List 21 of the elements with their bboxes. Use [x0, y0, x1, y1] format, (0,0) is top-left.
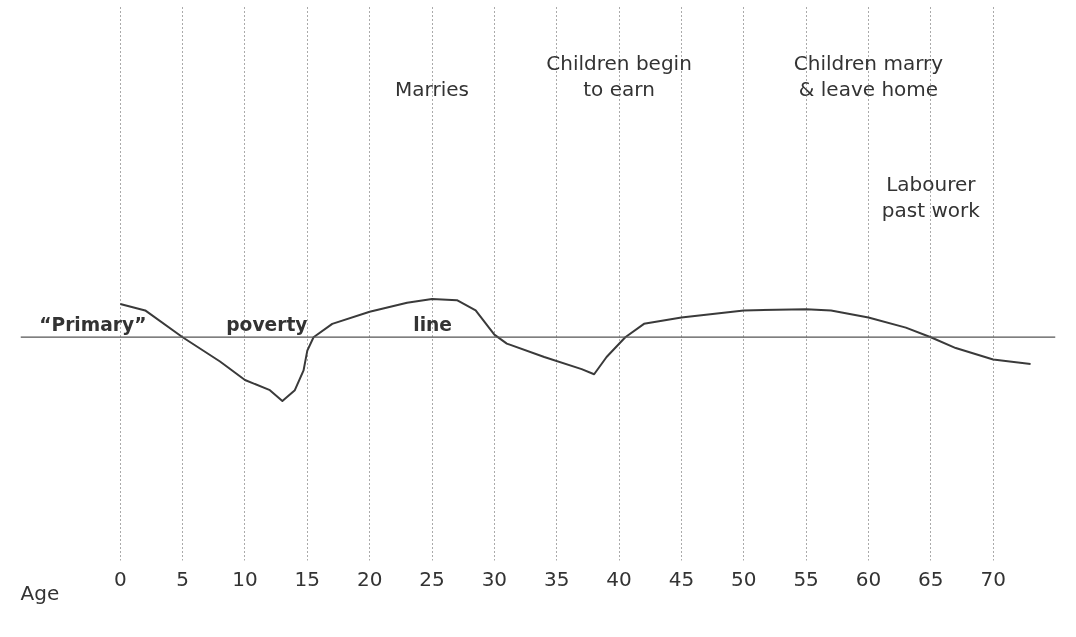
x-tick-label: 50 — [731, 566, 757, 591]
x-tick-label: 25 — [419, 566, 445, 591]
x-tick-label: 60 — [855, 566, 882, 591]
x-tick-label: 0 — [113, 566, 127, 591]
x-tick-label: 30 — [481, 566, 508, 591]
text: Marries — [395, 77, 469, 102]
x-tick-label: 55 — [793, 566, 819, 591]
x-tick-label: 65 — [918, 566, 944, 591]
x-tick-label: 10 — [232, 566, 258, 591]
x-axis-title: Age — [20, 580, 60, 605]
x-tick-label: 40 — [606, 566, 632, 591]
text: “Primary” poverty line — [39, 313, 453, 335]
x-tick-label: 5 — [176, 566, 189, 591]
text: Children begin to earn — [546, 50, 692, 102]
x-tick-label: 70 — [980, 566, 1006, 591]
text: Children marry & leave home — [793, 50, 944, 102]
x-tick-label: 20 — [356, 566, 383, 591]
x-tick-label: 45 — [668, 566, 695, 591]
x-tick-label: 35 — [543, 566, 570, 591]
x-tick-label: 15 — [294, 566, 321, 591]
text: Labourer past work — [881, 172, 981, 223]
